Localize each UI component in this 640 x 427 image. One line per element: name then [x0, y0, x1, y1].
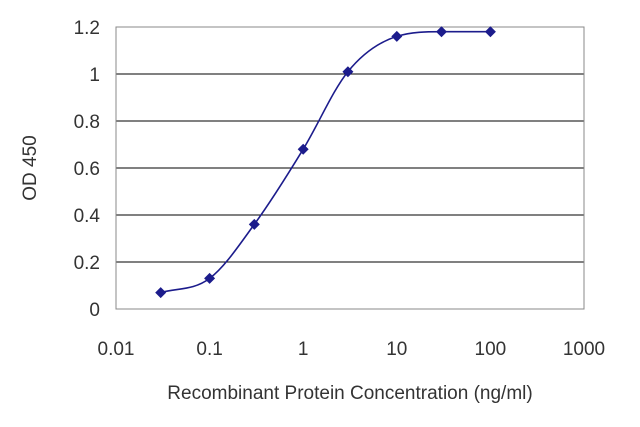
x-tick-label-0: 0.01: [98, 339, 135, 360]
data-point-4: [342, 66, 354, 78]
data-point-1: [204, 272, 216, 284]
data-point-0: [155, 287, 167, 299]
y-axis-tick-labels: 0 0.2 0.4 0.6 0.8 1 1.2: [74, 18, 101, 321]
x-tick-label-5: 1000: [563, 339, 605, 360]
data-point-6: [436, 26, 447, 38]
plot-area: [115, 26, 585, 310]
x-tick-label-2: 1: [298, 339, 309, 360]
y-tick-label-5: 1: [89, 65, 100, 86]
x-tick-label-3: 10: [386, 339, 407, 360]
data-point-3: [297, 143, 309, 155]
data-point-2: [248, 218, 260, 230]
y-tick-label-2: 0.4: [74, 206, 101, 227]
data-point-7: [484, 26, 496, 38]
x-axis-title: Recombinant Protein Concentration (ng/ml…: [167, 383, 532, 404]
fitted-curve: [160, 30, 491, 294]
y-tick-label-4: 0.8: [74, 112, 100, 133]
data-points: [155, 26, 496, 299]
y-tick-label-1: 0.2: [74, 253, 100, 274]
x-tick-label-1: 0.1: [196, 339, 222, 360]
y-axis-title: OD 450: [20, 135, 41, 200]
data-point-5: [391, 30, 403, 42]
y-tick-label-0: 0: [89, 300, 100, 321]
y-tick-label-6: 1.2: [74, 18, 100, 39]
y-tick-label-3: 0.6: [74, 159, 100, 180]
x-axis-tick-labels: 0.01 0.1 1 10 100 1000: [98, 339, 606, 360]
x-tick-label-4: 100: [475, 339, 507, 360]
